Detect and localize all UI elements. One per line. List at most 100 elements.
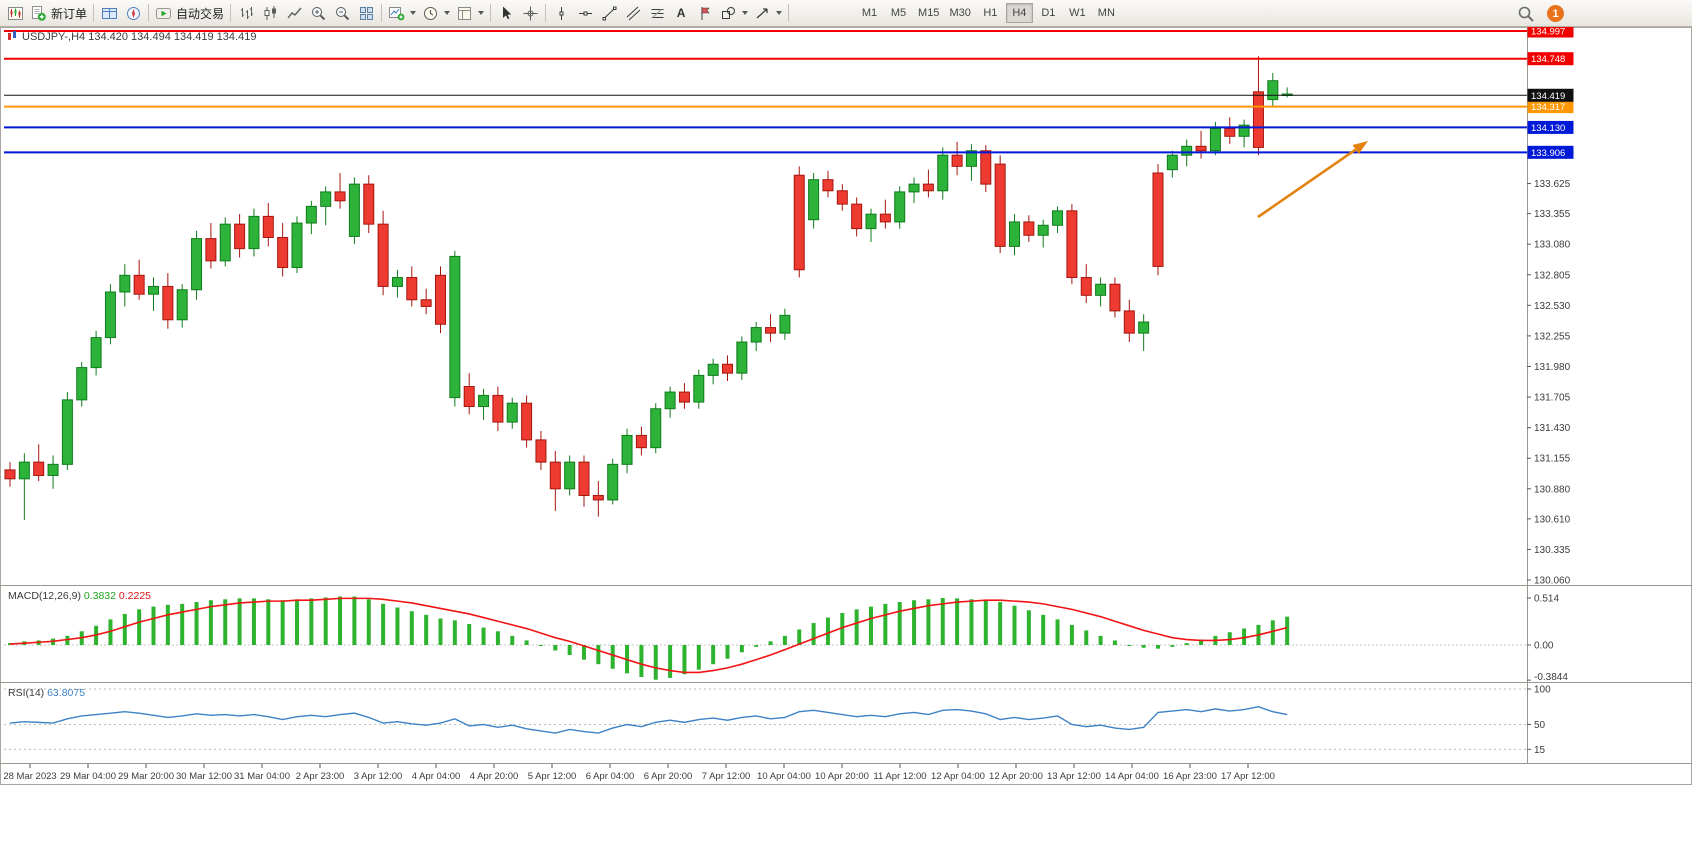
svg-text:131.705: 131.705 (1534, 393, 1571, 404)
new-chart-dropdown[interactable] (385, 2, 419, 25)
svg-text:130.335: 130.335 (1534, 545, 1571, 556)
crosshair-tool-button[interactable] (518, 2, 542, 25)
svg-text:132.255: 132.255 (1534, 331, 1571, 342)
timeframe-button-mn[interactable]: MN (1093, 3, 1120, 23)
svg-text:50: 50 (1534, 720, 1546, 731)
new-order-button[interactable]: 新订单 (27, 2, 90, 25)
svg-text:134.130: 134.130 (1531, 123, 1565, 134)
svg-text:130.060: 130.060 (1534, 575, 1571, 586)
horizontal-lines[interactable]: 134.997 134.748 134.317 134.130 133.906 134.4… (4, 24, 1574, 159)
toolbar-separator (381, 4, 383, 22)
svg-text:3 Apr 12:00: 3 Apr 12:00 (354, 771, 403, 782)
svg-text:133.906: 133.906 (1531, 148, 1565, 159)
timeframe-button-m5[interactable]: M5 (885, 3, 912, 23)
chart-canvas[interactable]: 133.625 133.355 133.080 132.805 132.530 132.2… (0, 24, 1692, 785)
auto-trading-icon (156, 7, 172, 19)
chart-title-icon (13, 31, 16, 38)
chart-title: USDJPY-,H4 134.420 134.494 134.419 134.4… (8, 31, 256, 43)
cursor-tool-button[interactable] (494, 2, 518, 25)
navigator-icon (126, 6, 140, 20)
text-tool-icon: A (676, 6, 686, 20)
clock-icon (424, 6, 438, 20)
timeframe-button-m15[interactable]: M15 (914, 3, 943, 23)
svg-text:134.317: 134.317 (1531, 102, 1565, 113)
shapes-dropdown[interactable] (717, 2, 751, 25)
fibonacci-icon (651, 8, 664, 18)
timeframe-button-m30[interactable]: M30 (945, 3, 974, 23)
timeframe-button-h4[interactable]: H4 (1005, 3, 1033, 23)
svg-text:15: 15 (1534, 745, 1546, 756)
svg-text:130.610: 130.610 (1534, 514, 1571, 525)
chart-window-icon (7, 6, 23, 20)
svg-text:133.080: 133.080 (1534, 240, 1571, 251)
svg-text:4 Apr 04:00: 4 Apr 04:00 (412, 771, 461, 782)
timeframe-button-h1[interactable]: H1 (977, 3, 1004, 23)
toolbar-right-group: 1 (1514, 0, 1564, 27)
svg-text:14 Apr 04:00: 14 Apr 04:00 (1105, 771, 1159, 782)
template-dropdown[interactable] (453, 2, 487, 25)
zoom-out-button[interactable] (330, 2, 354, 25)
svg-text:131.430: 131.430 (1534, 423, 1571, 434)
auto-trading-button[interactable]: 自动交易 (152, 2, 227, 25)
template-icon (458, 6, 472, 20)
tile-windows-button[interactable] (354, 2, 378, 25)
timeframe-button-w1[interactable]: W1 (1064, 3, 1091, 23)
profiles-button[interactable] (97, 2, 121, 25)
toolbar-separator (230, 4, 232, 22)
fibonacci-tool[interactable] (645, 2, 669, 25)
crosshair-icon (523, 6, 538, 20)
timeframe-buttons: M1 M5 M15 M30 H1 H4 D1 W1 MN (856, 3, 1120, 23)
toolbar-separator (490, 4, 492, 22)
arrow-tool-icon (756, 7, 768, 18)
rsi-label: RSI(14) 63.8075 (8, 687, 85, 699)
timeframe-button-m1[interactable]: M1 (856, 3, 883, 23)
timeframe-button-d1[interactable]: D1 (1035, 3, 1062, 23)
vertical-line-tool[interactable] (549, 2, 573, 25)
svg-text:6 Apr 20:00: 6 Apr 20:00 (644, 771, 693, 782)
svg-text:100: 100 (1534, 685, 1551, 696)
line-chart-mode-button[interactable] (282, 2, 306, 25)
toolbar-separator (148, 4, 150, 22)
label-tool[interactable] (693, 2, 717, 25)
zoom-out-icon (335, 6, 349, 20)
rsi-panel: 100 50 15 RSI(14) 63.8075 (4, 685, 1551, 756)
cursor-icon (502, 6, 511, 19)
svg-text:28 Mar 2023: 28 Mar 2023 (3, 771, 56, 782)
svg-text:4 Apr 20:00: 4 Apr 20:00 (470, 771, 519, 782)
text-tool[interactable]: A (669, 2, 693, 25)
candlestick-mode-button[interactable] (258, 2, 282, 25)
svg-text:134.748: 134.748 (1531, 54, 1565, 65)
trendline-tool[interactable] (597, 2, 621, 25)
bar-chart-mode-button[interactable] (234, 2, 258, 25)
time-axis[interactable]: 28 Mar 2023 29 Mar 04:00 29 Mar 20:00 30 Ma… (3, 764, 1275, 782)
chart-window[interactable]: 133.625 133.355 133.080 132.805 132.530 132.2… (0, 24, 1692, 785)
svg-text:29 Mar 04:00: 29 Mar 04:00 (60, 771, 116, 782)
chart-window-button[interactable] (3, 2, 27, 25)
svg-text:134.997: 134.997 (1531, 27, 1565, 38)
auto-trading-label: 自动交易 (176, 6, 225, 21)
bar-chart-icon (240, 6, 253, 19)
notifications-badge[interactable]: 1 (1547, 5, 1564, 22)
new-order-label: 新订单 (51, 6, 88, 21)
horizontal-line-tool[interactable] (573, 2, 597, 25)
search-button[interactable] (1514, 2, 1538, 25)
period-dropdown[interactable] (419, 2, 453, 25)
zoom-in-button[interactable] (306, 2, 330, 25)
svg-text:133.355: 133.355 (1534, 209, 1571, 220)
channel-icon (626, 6, 640, 20)
svg-text:10 Apr 04:00: 10 Apr 04:00 (757, 771, 811, 782)
search-icon (1518, 6, 1534, 22)
navigator-button[interactable] (121, 2, 145, 25)
toolbar-separator (788, 4, 790, 22)
new-order-icon (32, 5, 46, 21)
chevron-down-icon (444, 11, 451, 15)
svg-text:29 Mar 20:00: 29 Mar 20:00 (118, 771, 174, 782)
arrows-dropdown[interactable] (751, 2, 785, 25)
channel-tool[interactable] (621, 2, 645, 25)
trend-arrow[interactable] (1257, 141, 1368, 219)
svg-text:30 Mar 12:00: 30 Mar 12:00 (176, 771, 232, 782)
price-axis[interactable]: 133.625 133.355 133.080 132.805 132.530 132.2… (1527, 179, 1571, 586)
macd-panel: 0.514 0.00 -0.3844 MACD(12,26,9) 0.3832 0.2… (4, 590, 1568, 683)
shapes-icon (722, 6, 736, 19)
chevron-down-icon (742, 11, 749, 15)
